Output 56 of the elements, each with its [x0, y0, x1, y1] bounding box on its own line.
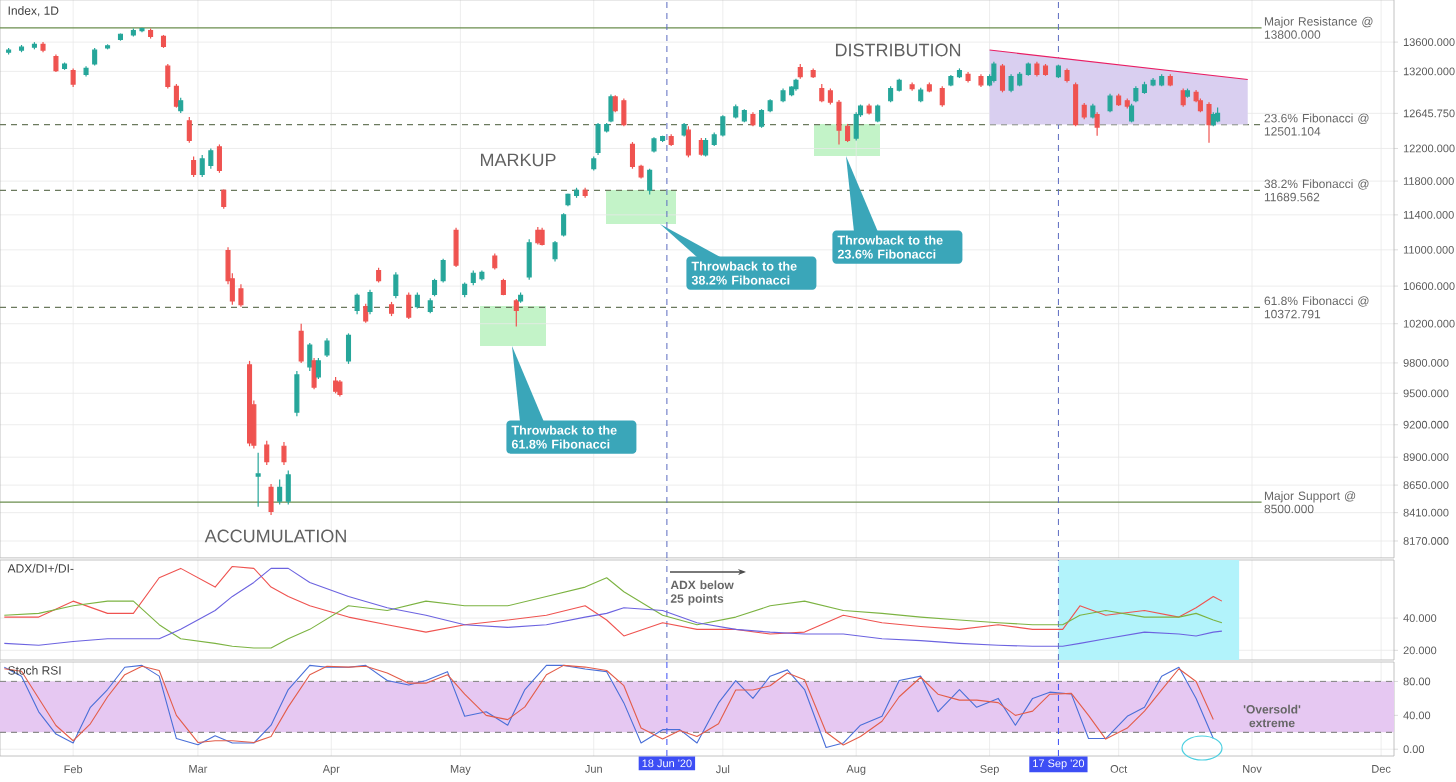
candlestick: [1133, 85, 1139, 102]
candlestick: [70, 67, 76, 88]
candlestick: [324, 337, 330, 358]
annotation: MARKUP: [480, 153, 556, 167]
candlestick: [582, 187, 588, 199]
candlestick: [255, 452, 261, 508]
candlestick: [208, 147, 214, 170]
candlestick: [621, 97, 627, 127]
candlestick: [750, 111, 756, 127]
candlestick: [948, 75, 954, 86]
candlestick: [281, 441, 287, 466]
candlestick: [268, 483, 274, 516]
candlestick: [1150, 77, 1156, 86]
candlestick: [354, 292, 360, 315]
candlestick: [453, 227, 459, 268]
candlestick: [427, 297, 433, 314]
candlestick: [561, 212, 567, 238]
candlestick: [780, 87, 786, 102]
candlestick: [759, 108, 765, 129]
candlestick: [1008, 73, 1014, 93]
candlestick: [552, 240, 558, 263]
candlestick: [479, 269, 485, 282]
candlestick: [40, 41, 46, 53]
candlestick: [62, 63, 68, 69]
candlestick: [221, 189, 227, 210]
candlestick: [526, 238, 532, 281]
candlestick: [866, 103, 872, 116]
candlestick: [991, 61, 997, 84]
candlestick: [500, 278, 506, 296]
candlestick: [909, 81, 915, 92]
candlestick: [793, 78, 799, 92]
candlestick: [668, 133, 674, 147]
candlestick: [1034, 61, 1040, 78]
candlestick: [238, 283, 244, 308]
candlestick: [191, 155, 197, 178]
candlestick: [978, 73, 984, 88]
candlestick: [83, 65, 89, 78]
candlestick: [595, 122, 601, 156]
candlestick: [216, 143, 222, 174]
candlestick: [53, 53, 59, 72]
candlestick: [1064, 67, 1070, 84]
candlestick: [651, 136, 657, 154]
candlestick: [462, 281, 468, 298]
candlestick: [337, 379, 343, 398]
candlestick: [492, 252, 498, 271]
candlestick: [432, 278, 438, 297]
candlestick: [389, 301, 395, 317]
candlestick: [1025, 63, 1031, 77]
candlestick: [294, 370, 300, 417]
candlestick: [393, 271, 399, 299]
candlestick: [1107, 93, 1113, 113]
candlestick: [367, 289, 373, 315]
candlestick: [965, 71, 971, 84]
candlestick: [720, 114, 726, 138]
annotation: ACCUMULATION: [204, 529, 346, 543]
annotation: DISTRIBUTION: [835, 43, 961, 57]
